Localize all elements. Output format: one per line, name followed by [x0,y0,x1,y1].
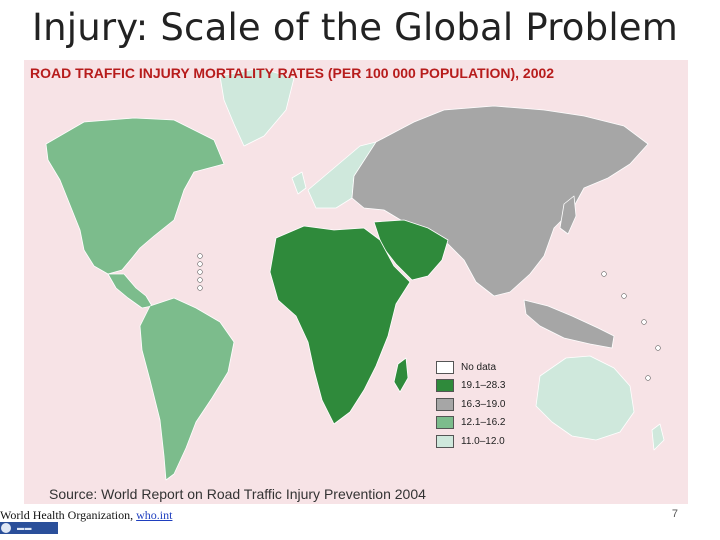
footer-logo: ▬▬ [0,522,58,534]
island-dot [197,269,203,275]
legend-label: 16.3–19.0 [461,398,506,410]
map-heading: ROAD TRAFFIC INJURY MORTALITY RATES (PER… [30,65,555,81]
island-markers [197,253,661,381]
footer-credit: World Health Organization, who.int [0,508,172,523]
world-map [45,67,665,481]
legend-swatch [436,416,454,430]
map-legend: No data 19.1–28.3 16.3–19.0 12.1–16.2 11… [436,358,522,451]
legend-label: No data [461,361,497,373]
legend-label: 12.1–16.2 [461,417,506,429]
region-south-america [139,297,235,481]
world-map-panel: ROAD TRAFFIC INJURY MORTALITY RATES (PER… [24,60,688,504]
island-dot [197,261,203,267]
region-japan [559,195,577,235]
region-north-america [45,117,225,275]
legend-item: 16.3–19.0 [436,395,522,414]
island-dot [621,293,627,299]
region-eurasia [351,105,649,297]
legend-item: 19.1–28.3 [436,377,522,396]
island-dot [197,253,203,259]
region-central-america [107,273,153,309]
logo-mark-icon [1,523,11,533]
region-madagascar [393,357,409,393]
region-greenland [219,67,295,147]
legend-swatch [436,397,454,411]
island-dot [601,271,607,277]
island-dot [197,277,203,283]
region-australia [535,355,635,441]
region-middle-east [373,219,449,281]
legend-swatch [436,360,454,374]
page-number: 7 [671,508,678,520]
island-dot [645,375,651,381]
island-dot [655,345,661,351]
footer-link[interactable]: who.int [136,508,173,522]
source-caption: Source: World Report on Road Traffic Inj… [49,486,426,502]
footer-org-name: World Health Organization, [0,508,137,522]
region-uk [291,171,307,195]
legend-item: 12.1–16.2 [436,414,522,433]
legend-swatch [436,379,454,393]
island-dot [197,285,203,291]
logo-icon: ▬▬ [17,524,32,532]
legend-label: 11.0–12.0 [461,435,505,447]
region-new-zealand [651,423,665,451]
region-southeast-asia [523,299,615,349]
legend-label: 19.1–28.3 [461,380,506,392]
legend-item: No data [436,358,522,377]
region-africa [269,225,411,425]
legend-item: 11.0–12.0 [436,432,522,451]
island-dot [641,319,647,325]
legend-swatch [436,434,454,448]
slide-title: Injury: Scale of the Global Problem [32,6,679,49]
